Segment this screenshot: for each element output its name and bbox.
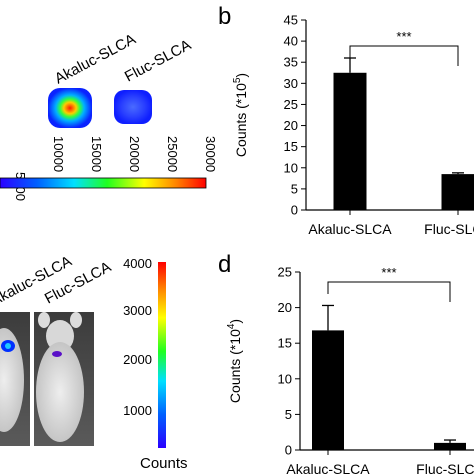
- y-tick-label: 40: [284, 34, 298, 49]
- y-tick-label: 20: [278, 300, 292, 315]
- colorbar-a-tick: 30000: [203, 136, 218, 172]
- y-tick-label: 5: [285, 407, 292, 422]
- significance-label: ***: [396, 29, 411, 44]
- x-tick-label: Fluc-SLCA: [424, 221, 474, 237]
- colorbar-c-tick: 2000: [123, 352, 152, 367]
- y-tick-label: 15: [284, 139, 298, 154]
- y-axis-label: Counts (*104): [226, 319, 243, 403]
- y-tick-label: 25: [278, 265, 292, 280]
- significance-bracket: [327, 281, 451, 302]
- x-tick-label: Akaluc-SLCA: [308, 221, 392, 237]
- y-tick-label: 45: [284, 13, 298, 28]
- y-tick-label: 20: [284, 118, 298, 133]
- bar: [333, 72, 367, 211]
- colorbar-a: [0, 177, 207, 189]
- y-tick-label: 10: [284, 160, 298, 175]
- chart-d: d 0 5 10 15 20 25 Counts (*104) Akaluc-SLCA Fluc-…: [218, 251, 474, 474]
- y-axis-label: Counts (*105): [232, 73, 249, 157]
- bar: [434, 442, 466, 450]
- y-tick-label: 10: [278, 371, 292, 386]
- well-akaluc: [48, 88, 92, 128]
- x-tick-label: Akaluc-SLCA: [286, 461, 370, 474]
- y-tick-label: 0: [291, 203, 298, 218]
- bar: [312, 330, 344, 450]
- colorbar-a-tick: 25000: [165, 136, 180, 172]
- well-fluc: [114, 90, 152, 124]
- mouse-image-fluc: [34, 312, 94, 446]
- significance-bracket: [349, 45, 459, 66]
- colorbar-c-label: Counts: [140, 455, 188, 472]
- colorbar-a-tick: 20000: [127, 136, 142, 172]
- y-tick-label: 25: [284, 97, 298, 112]
- bar: [441, 174, 474, 210]
- colorbar-c: [158, 262, 166, 448]
- y-tick-label: 35: [284, 55, 298, 70]
- y-tick-label: 5: [291, 181, 298, 196]
- panel-c: Akaluc-SLCA Fluc-SLCA 4000 3000 2000 100…: [0, 253, 188, 472]
- y-tick-label: 30: [284, 76, 298, 91]
- significance-label: ***: [381, 265, 396, 280]
- panel-label: d: [218, 251, 231, 278]
- mouse-image-akaluc: [0, 312, 30, 446]
- panel-a: Akaluc-SLCA Fluc-SLCA 5000 10000 15000 2…: [0, 31, 218, 201]
- colorbar-a-tick: 15000: [89, 136, 104, 172]
- y-tick-label: 15: [278, 336, 292, 351]
- colorbar-a-ticks: 5000 10000 15000 20000 25000 30000: [13, 136, 218, 201]
- colorbar-a-tick: 10000: [51, 136, 66, 172]
- colorbar-c-tick: 3000: [123, 303, 152, 318]
- panel-label: b: [218, 3, 231, 30]
- colorbar-c-tick: 1000: [123, 403, 152, 418]
- x-tick-label: Fluc-SLCA: [416, 461, 474, 474]
- chart-b: b 0 5 10 15 20 25 30 35 40 45 Counts (*105) Akaluc-S…: [218, 3, 474, 237]
- y-tick-label: 0: [285, 443, 292, 458]
- colorbar-c-tick: 4000: [123, 256, 152, 271]
